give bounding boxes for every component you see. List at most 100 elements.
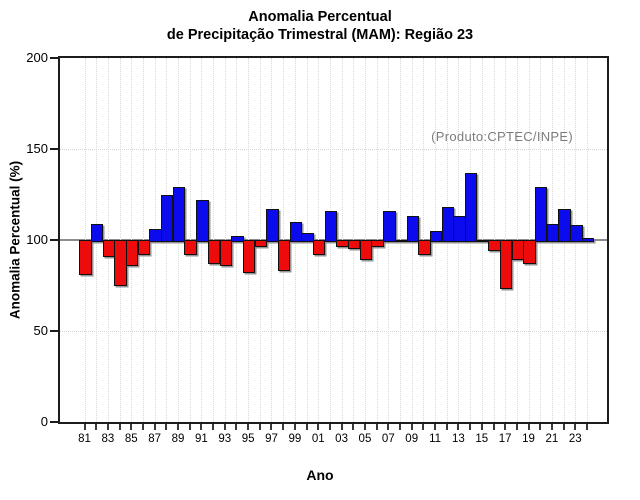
plot-area: (Produto:CPTEC/INPE) bbox=[58, 56, 609, 424]
bar-2001 bbox=[313, 240, 326, 255]
bar-2014 bbox=[464, 172, 478, 242]
x-tick-2001 bbox=[317, 424, 320, 430]
bar-1993 bbox=[219, 240, 232, 266]
x-tick-label-1987: 87 bbox=[148, 433, 161, 445]
x-tick-1996 bbox=[258, 424, 261, 430]
x-tick-label-2021: 21 bbox=[545, 433, 559, 445]
bar-2017 bbox=[499, 240, 513, 290]
bar-1989 bbox=[172, 187, 186, 242]
y-tick-100 bbox=[50, 239, 58, 241]
x-tick-label-2013: 13 bbox=[452, 433, 465, 445]
x-tick-2024 bbox=[585, 424, 588, 430]
x-tick-label-1989: 89 bbox=[171, 433, 185, 445]
x-tick-2021 bbox=[550, 424, 553, 430]
bar-2005 bbox=[359, 240, 373, 261]
bar-1998 bbox=[277, 240, 291, 272]
y-tick-label-50: 50 bbox=[33, 323, 48, 338]
x-tick-label-1983: 83 bbox=[101, 433, 115, 445]
bar-2016 bbox=[488, 240, 501, 252]
x-tick-1998 bbox=[282, 424, 285, 430]
bar-1987 bbox=[149, 229, 162, 242]
x-tick-2016 bbox=[492, 424, 495, 430]
bar-1988 bbox=[161, 194, 174, 242]
x-tick-label-2011: 11 bbox=[429, 433, 442, 445]
x-tick-2017 bbox=[504, 424, 507, 430]
bar-1983 bbox=[102, 240, 116, 257]
annotation-text: (Produto:CPTEC/INPE) bbox=[431, 129, 573, 144]
x-axis-label: Ano bbox=[306, 467, 334, 483]
x-tick-2022 bbox=[562, 424, 565, 430]
bar-1986 bbox=[137, 240, 151, 255]
x-tick-2006 bbox=[375, 424, 378, 430]
bar-2009 bbox=[406, 216, 419, 242]
x-tick-2005 bbox=[363, 424, 366, 430]
bar-1985 bbox=[126, 240, 139, 266]
chart-title-line2: de Precipitação Trimestral (MAM): Região… bbox=[166, 27, 474, 43]
x-tick-label-2001: 01 bbox=[311, 433, 325, 445]
x-tick-2020 bbox=[539, 424, 542, 430]
x-tick-2019 bbox=[527, 424, 530, 430]
x-tick-1997 bbox=[270, 424, 273, 430]
bar-1982 bbox=[90, 223, 104, 242]
x-tick-label-2003: 03 bbox=[335, 433, 348, 445]
y-tick-200 bbox=[50, 57, 58, 59]
x-tick-2000 bbox=[305, 424, 308, 430]
bar-1990 bbox=[184, 240, 197, 255]
x-tick-2009 bbox=[410, 424, 413, 430]
x-tick-2003 bbox=[340, 424, 343, 430]
x-tick-1987 bbox=[153, 424, 156, 430]
bar-1981 bbox=[79, 240, 92, 275]
x-tick-label-2005: 05 bbox=[358, 433, 372, 445]
h-gridline-150 bbox=[60, 149, 607, 150]
x-tick-label-1993: 93 bbox=[218, 433, 232, 445]
bar-2000 bbox=[301, 232, 314, 242]
x-tick-1984 bbox=[118, 424, 121, 430]
y-tick-label-100: 100 bbox=[26, 232, 48, 247]
bar-2003 bbox=[336, 240, 349, 248]
y-tick-150 bbox=[50, 148, 58, 150]
bar-2018 bbox=[511, 240, 525, 261]
x-tick-1985 bbox=[130, 424, 133, 430]
bar-2006 bbox=[371, 240, 384, 248]
x-tick-label-1985: 85 bbox=[124, 433, 138, 445]
bar-2004 bbox=[348, 240, 361, 250]
x-tick-label-1997: 97 bbox=[265, 433, 278, 445]
bar-2023 bbox=[570, 225, 583, 242]
x-tick-2014 bbox=[469, 424, 472, 430]
chart-title: Anomalia Percentual de Precipitação Trim… bbox=[0, 8, 640, 44]
bar-2002 bbox=[324, 210, 338, 242]
h-gridline-50 bbox=[60, 331, 607, 332]
x-tick-label-2019: 19 bbox=[522, 433, 535, 445]
bar-2024 bbox=[581, 238, 595, 242]
x-tick-1999 bbox=[293, 424, 296, 430]
x-tick-1993 bbox=[223, 424, 226, 430]
x-tick-label-1981: 81 bbox=[78, 433, 91, 445]
x-tick-label-1995: 95 bbox=[241, 433, 255, 445]
x-tick-2008 bbox=[399, 424, 402, 430]
bar-2013 bbox=[453, 216, 466, 242]
bar-1984 bbox=[114, 240, 127, 286]
x-tick-2018 bbox=[515, 424, 518, 430]
bar-1992 bbox=[207, 240, 221, 264]
bar-1991 bbox=[196, 199, 209, 242]
bar-1997 bbox=[266, 209, 279, 242]
x-tick-label-1991: 91 bbox=[194, 433, 208, 445]
x-tick-1995 bbox=[247, 424, 250, 430]
x-tick-1982 bbox=[95, 424, 98, 430]
x-tick-2015 bbox=[480, 424, 483, 430]
x-tick-1981 bbox=[83, 424, 86, 430]
x-tick-2011 bbox=[434, 424, 437, 430]
x-tick-1990 bbox=[188, 424, 191, 430]
y-tick-50 bbox=[50, 330, 58, 332]
bar-2015 bbox=[476, 240, 489, 242]
x-axis: 81 83 85 87 89 91 93 95 97 99 01 03 05 07 09 11 13 15 17 19… bbox=[60, 424, 607, 450]
x-tick-1986 bbox=[141, 424, 144, 430]
y-tick-label-150: 150 bbox=[26, 141, 48, 156]
x-tick-1983 bbox=[106, 424, 109, 430]
x-tick-label-2015: 15 bbox=[475, 433, 489, 445]
bar-2012 bbox=[441, 207, 454, 242]
x-tick-2004 bbox=[352, 424, 355, 430]
y-tick-label-0: 0 bbox=[40, 414, 48, 429]
y-tick-label-200: 200 bbox=[26, 50, 48, 65]
